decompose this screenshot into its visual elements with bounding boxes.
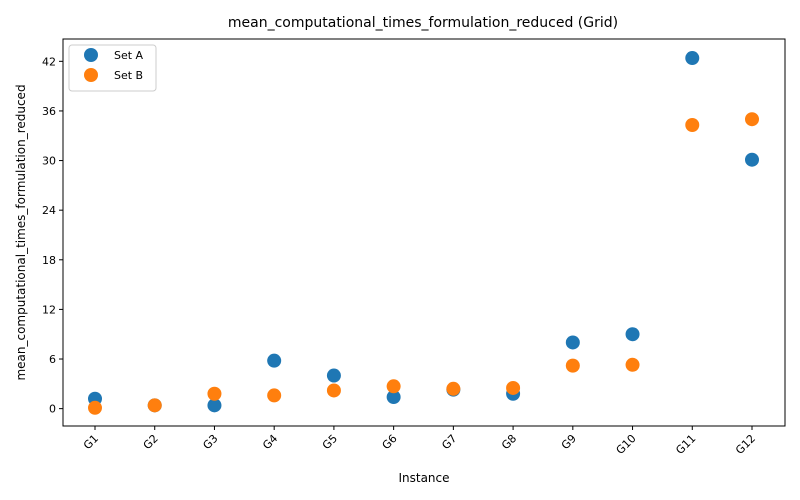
legend: Set A Set B bbox=[68, 44, 157, 92]
data-point-set-a bbox=[267, 353, 282, 368]
y-tick-label: 24 bbox=[42, 204, 56, 217]
y-tick-label: 36 bbox=[42, 105, 56, 118]
plot-area-frame bbox=[62, 38, 786, 427]
y-tick-label: 42 bbox=[42, 55, 56, 68]
data-point-set-a bbox=[625, 327, 640, 342]
data-point-set-b bbox=[565, 358, 580, 373]
y-axis-label: mean_computational_times_formulation_red… bbox=[14, 84, 28, 380]
legend-marker bbox=[84, 68, 98, 82]
chart-title: mean_computational_times_formulation_red… bbox=[228, 15, 618, 31]
legend-label: Set B bbox=[114, 69, 143, 82]
data-point-set-a bbox=[386, 390, 401, 405]
data-point-set-b bbox=[685, 118, 700, 132]
data-point-set-b bbox=[88, 400, 102, 415]
legend-label: Set A bbox=[114, 49, 144, 62]
data-point-set-a bbox=[326, 368, 341, 383]
data-point-set-b bbox=[506, 380, 521, 395]
y-tick-label: 18 bbox=[42, 254, 56, 267]
data-point-set-b bbox=[446, 381, 461, 396]
y-tick-label: 12 bbox=[42, 303, 56, 316]
data-point-set-a bbox=[565, 335, 580, 350]
data-point-set-b bbox=[267, 388, 282, 403]
legend-marker bbox=[84, 48, 98, 62]
data-point-set-b bbox=[326, 383, 341, 398]
data-point-set-b bbox=[147, 398, 162, 413]
x-axis-label: Instance bbox=[398, 471, 449, 485]
data-point-set-b bbox=[625, 357, 640, 372]
data-point-set-b bbox=[207, 386, 222, 401]
y-tick-label: 6 bbox=[49, 353, 56, 366]
y-tick-label: 0 bbox=[49, 403, 56, 416]
data-point-set-a bbox=[745, 152, 759, 167]
data-point-set-a bbox=[207, 398, 222, 413]
y-tick-label: 30 bbox=[42, 155, 56, 168]
data-point-set-b bbox=[386, 379, 401, 394]
data-point-set-b bbox=[745, 112, 759, 127]
data-point-set-a bbox=[685, 51, 700, 66]
points-layer bbox=[88, 51, 759, 415]
